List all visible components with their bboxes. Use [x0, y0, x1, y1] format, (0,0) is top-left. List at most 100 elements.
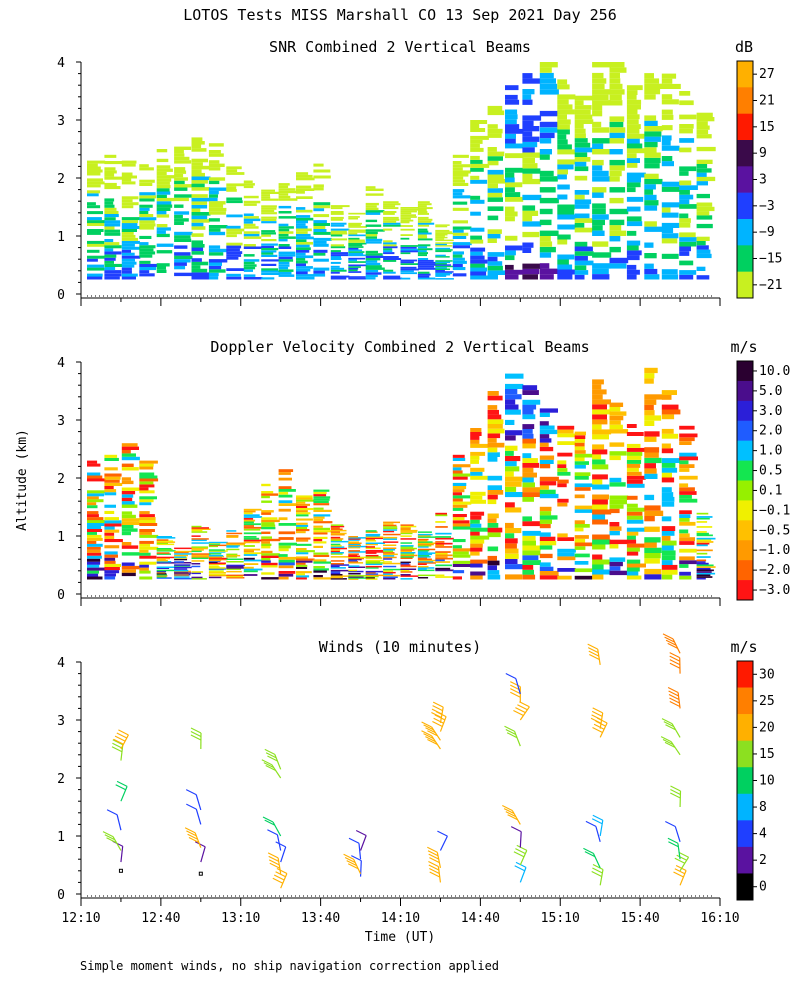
heatmap-cell	[539, 263, 550, 269]
heatmap-cell	[470, 527, 489, 532]
heatmap-cell	[87, 276, 103, 280]
heatmap-cell	[644, 568, 662, 575]
heatmap-cell	[191, 180, 208, 184]
wind-barb	[102, 831, 122, 851]
wind-barb-flag	[347, 863, 359, 870]
heatmap-cell	[679, 518, 690, 522]
heatmap-cell	[191, 141, 205, 145]
heatmap-cell	[417, 558, 432, 560]
heatmap-cell	[452, 473, 471, 477]
wind-barb-staff	[677, 692, 681, 709]
heatmap-cell	[539, 197, 559, 204]
heatmap-cell	[574, 535, 589, 539]
heatmap-cell	[609, 522, 620, 527]
heatmap-cell	[539, 566, 554, 571]
heatmap-cell	[383, 574, 400, 577]
heatmap-cell	[87, 502, 97, 506]
heatmap-cell	[365, 265, 382, 268]
heatmap-cell	[191, 265, 201, 269]
heatmap-cell	[313, 552, 329, 555]
heatmap-cell	[191, 240, 203, 244]
heatmap-cell	[574, 199, 592, 205]
heatmap-cell	[174, 197, 189, 202]
heatmap-cell	[626, 475, 646, 480]
heatmap-cell	[696, 566, 716, 568]
heatmap-cell	[609, 504, 624, 509]
heatmap-cell	[156, 553, 171, 555]
wind-barb-flag	[269, 862, 281, 869]
heatmap-cell	[557, 425, 575, 430]
heatmap-cell	[208, 559, 222, 562]
heatmap-cell	[365, 219, 378, 223]
heatmap-cell	[156, 569, 176, 572]
heatmap-cell	[400, 261, 414, 264]
heatmap-cell	[574, 450, 586, 454]
colorbar-swatch	[737, 380, 753, 402]
heatmap-cell	[644, 189, 654, 195]
heatmap-cell	[174, 173, 184, 178]
heatmap-cell	[383, 524, 397, 527]
heatmap-cell	[435, 278, 454, 280]
colorbar-swatch	[737, 661, 753, 688]
heatmap-cell	[661, 477, 675, 483]
wind-barb-flag	[513, 710, 524, 716]
heatmap-cell	[435, 261, 451, 264]
heatmap-cell	[104, 226, 115, 230]
heatmap-cell	[226, 231, 242, 235]
heatmap-cell	[139, 466, 154, 470]
heatmap-cell	[139, 531, 152, 535]
colorbar-swatch	[737, 873, 753, 901]
heatmap-cell	[644, 163, 660, 169]
heatmap-cell	[435, 265, 454, 268]
heatmap-cell	[208, 569, 224, 571]
heatmap-cell	[592, 414, 607, 420]
heatmap-cell	[87, 255, 105, 259]
heatmap-cell	[365, 561, 381, 563]
heatmap-cell	[139, 182, 153, 186]
heatmap-cell	[139, 481, 154, 485]
heatmap-cell	[487, 475, 503, 481]
heatmap-cell	[644, 473, 658, 479]
heatmap-cell	[208, 187, 227, 191]
heatmap-cell	[696, 526, 713, 528]
heatmap-cell	[226, 565, 244, 568]
heatmap-cell	[226, 564, 245, 567]
heatmap-cell	[400, 221, 410, 224]
heatmap-cell	[261, 209, 275, 212]
heatmap-cell	[365, 274, 378, 278]
heatmap-cell	[539, 493, 559, 499]
heatmap-cell	[330, 222, 347, 225]
heatmap-cell	[226, 256, 239, 260]
heatmap-cell	[417, 205, 427, 208]
wind-barb-flag	[505, 811, 517, 818]
heatmap-cell	[435, 225, 448, 228]
heatmap-cell	[522, 438, 536, 444]
heatmap-cell	[383, 526, 398, 528]
heatmap-cell	[330, 216, 344, 219]
heatmap-cell	[539, 481, 557, 486]
heatmap-cell	[208, 571, 224, 573]
heatmap-cell	[470, 263, 485, 268]
heatmap-cell	[452, 154, 469, 158]
heatmap-cell	[365, 552, 377, 554]
heatmap-cell	[644, 263, 654, 269]
wind-barb-flag	[669, 655, 680, 662]
heatmap-cell	[121, 565, 141, 570]
heatmap-cell	[644, 115, 657, 121]
heatmap-cell	[696, 275, 710, 280]
heatmap-cell	[679, 487, 695, 492]
heatmap-cell	[383, 553, 398, 556]
wind-barb	[660, 736, 681, 756]
heatmap-cell	[609, 116, 625, 122]
heatmap-cell	[400, 207, 419, 209]
heatmap-cell	[609, 424, 623, 430]
heatmap-cell	[452, 539, 466, 543]
wind-barb-flag	[665, 821, 676, 827]
heatmap-cell	[156, 178, 172, 182]
wind-barb-flag	[431, 708, 443, 715]
heatmap-cell	[383, 578, 396, 580]
heatmap-cell	[156, 191, 171, 195]
heatmap-cell	[191, 539, 207, 542]
heatmap-cell	[452, 226, 472, 230]
heatmap-cell	[139, 263, 159, 267]
